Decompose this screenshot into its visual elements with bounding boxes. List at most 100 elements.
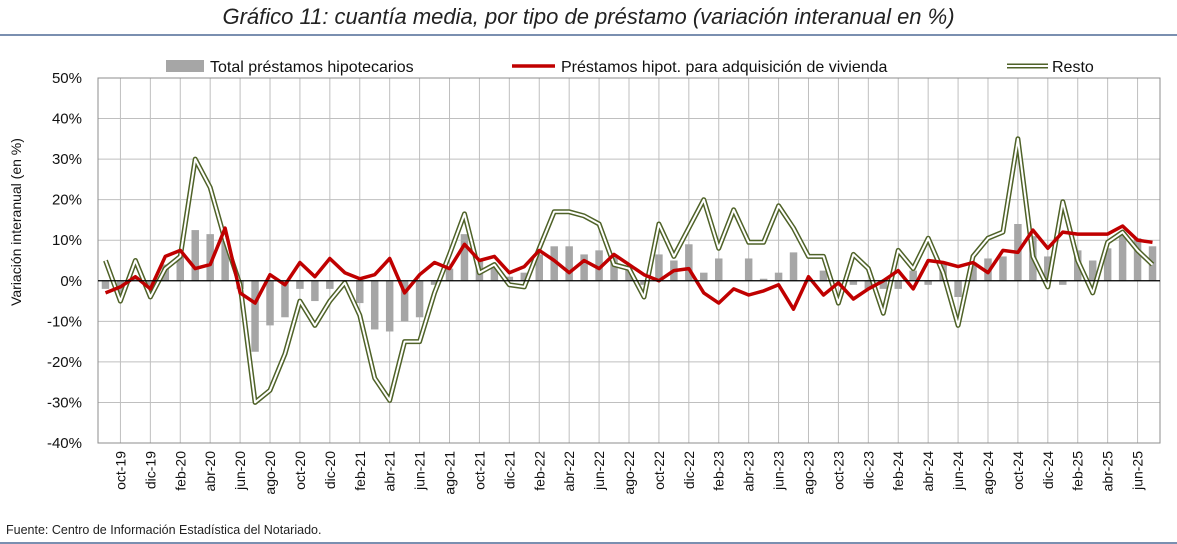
x-tick-label: dic-22 bbox=[681, 451, 697, 489]
bar bbox=[1103, 248, 1112, 281]
x-tick-label: ago-21 bbox=[442, 451, 458, 495]
bar bbox=[610, 256, 618, 281]
x-tick-label: abr-22 bbox=[561, 451, 577, 492]
bar bbox=[625, 268, 633, 281]
bar bbox=[101, 280, 110, 289]
bar bbox=[116, 280, 125, 297]
bar bbox=[296, 280, 304, 289]
bar bbox=[969, 262, 977, 281]
bar bbox=[655, 254, 663, 281]
bar bbox=[281, 280, 289, 318]
bar bbox=[251, 280, 259, 352]
plot-frame bbox=[97, 77, 1161, 444]
x-tick-label: ago-20 bbox=[262, 451, 278, 495]
line-series bbox=[103, 136, 1155, 405]
x-tick-label: jun-20 bbox=[232, 451, 248, 491]
bar bbox=[700, 272, 708, 281]
bar bbox=[1088, 260, 1097, 281]
bar bbox=[580, 254, 588, 281]
bar bbox=[326, 280, 334, 289]
x-tick-label: abr-25 bbox=[1100, 451, 1116, 492]
bar bbox=[715, 258, 723, 281]
bar bbox=[685, 244, 693, 281]
bar bbox=[924, 280, 932, 285]
y-tick-label: -10% bbox=[47, 313, 82, 330]
bar bbox=[819, 270, 828, 281]
bar bbox=[311, 280, 319, 302]
bar bbox=[430, 280, 439, 285]
bar bbox=[1118, 232, 1127, 281]
bar bbox=[176, 256, 185, 281]
bar bbox=[460, 234, 469, 281]
x-tick-label: dic-20 bbox=[322, 451, 338, 489]
bar bbox=[505, 276, 514, 281]
bar bbox=[445, 268, 454, 281]
bar bbox=[490, 264, 499, 281]
bar bbox=[894, 280, 902, 289]
x-tick-label: dic-24 bbox=[1040, 451, 1056, 489]
bar bbox=[1044, 256, 1052, 281]
title-rule bbox=[0, 34, 1177, 36]
x-tick-label: oct-20 bbox=[292, 451, 308, 490]
x-tick-label: jun-23 bbox=[771, 451, 787, 491]
y-tick-label: 50% bbox=[52, 70, 82, 87]
vivienda-line bbox=[104, 224, 1153, 311]
x-tick-label: ago-22 bbox=[621, 451, 637, 495]
bar bbox=[640, 280, 648, 285]
legend-swatch-total bbox=[166, 60, 204, 72]
bar bbox=[385, 280, 394, 332]
bar bbox=[849, 280, 858, 285]
bar bbox=[909, 270, 917, 281]
legend-label-vivienda: Préstamos hipot. para adquisición de viv… bbox=[561, 59, 888, 76]
x-tick-label: abr-21 bbox=[382, 451, 398, 492]
bar bbox=[206, 234, 214, 281]
x-tick-label: abr-20 bbox=[202, 451, 218, 492]
bar bbox=[954, 280, 962, 297]
x-tick-label: dic-23 bbox=[860, 451, 876, 489]
bar bbox=[789, 252, 798, 281]
x-tick-label: feb-24 bbox=[890, 451, 906, 491]
x-tick-label: feb-25 bbox=[1070, 451, 1086, 491]
x-tick-label: feb-21 bbox=[352, 451, 368, 491]
bar bbox=[774, 272, 783, 281]
bar bbox=[550, 246, 558, 281]
bar bbox=[565, 246, 573, 281]
x-tick-label: oct-24 bbox=[1010, 451, 1026, 490]
bar bbox=[415, 280, 424, 318]
x-tick-label: dic-19 bbox=[142, 451, 158, 489]
bar bbox=[595, 250, 603, 281]
bar bbox=[356, 280, 364, 304]
x-tick-label: jun-24 bbox=[950, 451, 966, 491]
bottom-rule bbox=[0, 542, 1177, 544]
bar bbox=[191, 230, 199, 281]
bar bbox=[999, 256, 1007, 281]
x-tick-label: jun-25 bbox=[1130, 451, 1146, 491]
bar bbox=[1133, 238, 1142, 281]
legend-label-resto: Resto bbox=[1052, 59, 1094, 76]
chart-title: Gráfico 11: cuantía media, por tipo de p… bbox=[222, 4, 955, 29]
y-axis-label: Variación interanual (en %) bbox=[8, 138, 24, 306]
y-tick-label: 10% bbox=[52, 232, 82, 249]
bar bbox=[221, 236, 229, 281]
y-tick-label: -20% bbox=[47, 354, 82, 371]
x-tick-label: feb-23 bbox=[711, 451, 727, 491]
bar bbox=[864, 280, 873, 289]
resto-line-inner bbox=[104, 137, 1154, 404]
bar bbox=[400, 280, 409, 322]
x-tick-label: feb-20 bbox=[172, 451, 188, 491]
bar bbox=[370, 280, 379, 330]
bar bbox=[879, 280, 888, 289]
x-tick-label: oct-21 bbox=[471, 451, 487, 490]
x-tick-label: ago-23 bbox=[800, 451, 816, 495]
axes: -40% -30% -20% -10% 0% 10% 20% 30% 40% 50% oct-19 d… bbox=[47, 70, 1161, 495]
legend-label-total: Total préstamos hipotecarios bbox=[210, 59, 414, 76]
bar bbox=[1059, 280, 1067, 285]
x-tick-label: abr-24 bbox=[920, 451, 936, 492]
x-tick-label: jun-22 bbox=[591, 451, 607, 491]
x-tick-label: ago-24 bbox=[980, 451, 996, 495]
bar bbox=[520, 272, 529, 281]
bar bbox=[266, 280, 274, 326]
bar bbox=[744, 258, 753, 281]
x-tick-label: oct-22 bbox=[651, 451, 667, 490]
